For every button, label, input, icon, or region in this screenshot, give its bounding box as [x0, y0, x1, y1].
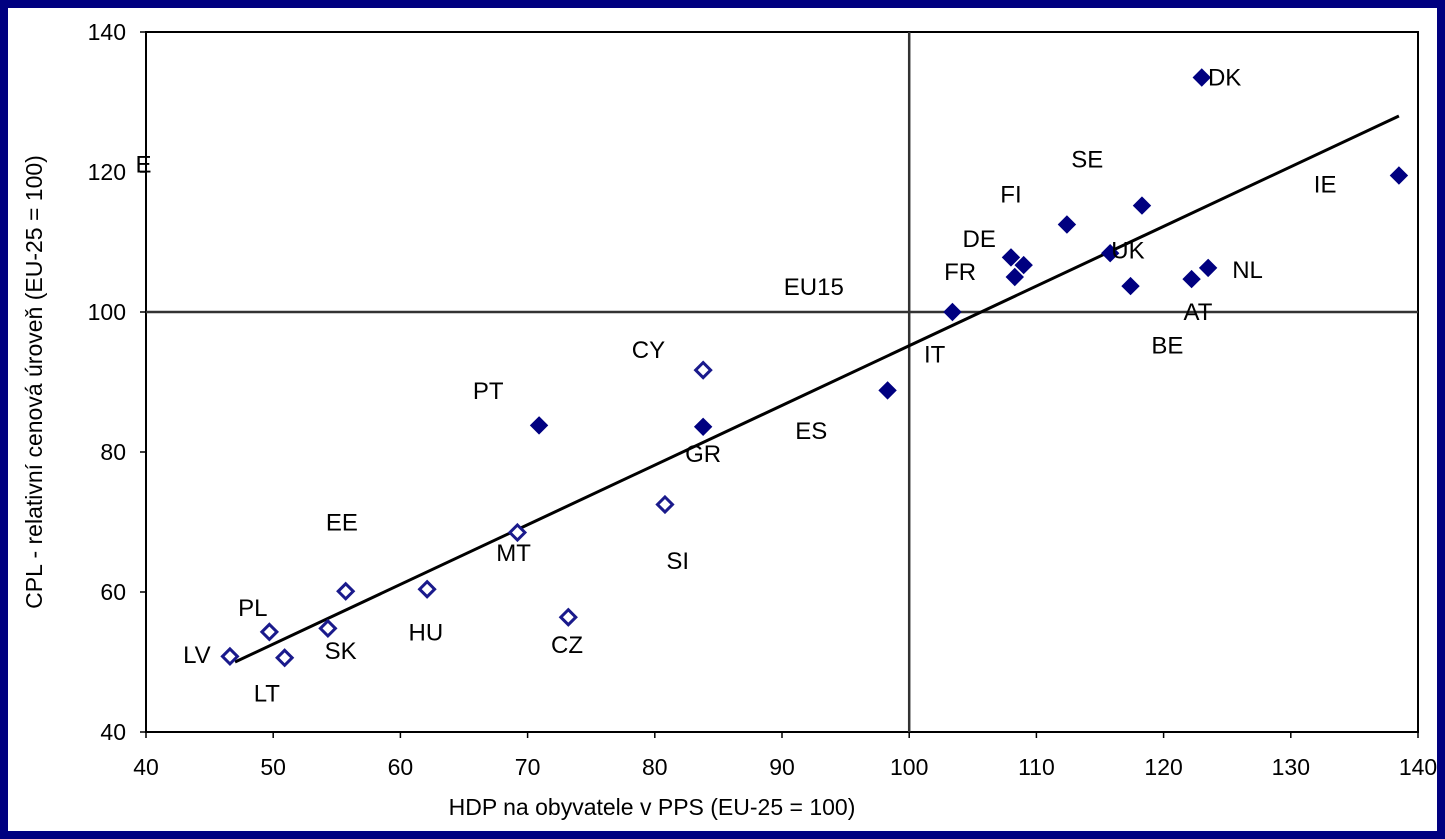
point-label: GR — [685, 441, 721, 468]
point-label: FR — [944, 259, 976, 286]
point-label: ES — [795, 418, 827, 445]
y-tick-label: 40 — [100, 719, 126, 745]
y-axis-title: CPL - relativní cenová úroveň (EU-25 = 1… — [21, 155, 47, 609]
point-label: HU — [409, 620, 444, 647]
point-label: CZ — [551, 632, 583, 659]
x-tick-label: 120 — [1144, 754, 1182, 780]
trendline-layer — [234, 114, 1400, 664]
data-point-filled — [1100, 243, 1120, 263]
data-point-filled — [529, 416, 549, 435]
data-point-filled — [943, 302, 962, 322]
x-axis-title: HDP na obyvatele v PPS (EU-25 = 100) — [449, 794, 856, 820]
data-point-hollow — [558, 607, 578, 627]
trendline — [234, 114, 1400, 664]
x-tick-label: 90 — [769, 754, 795, 780]
data-point-filled — [1014, 255, 1033, 275]
data-point-filled — [878, 381, 897, 400]
x-tick-label: 70 — [515, 754, 541, 780]
point-label: E — [135, 151, 151, 178]
data-point-hollow — [318, 618, 338, 639]
point-label: DE — [962, 226, 995, 253]
point-label: EU15 — [784, 274, 844, 301]
y-tick-label: 140 — [88, 19, 126, 45]
x-tick-label: 80 — [642, 754, 668, 780]
plot-area — [145, 31, 1419, 733]
reference-lines — [146, 32, 1418, 732]
data-point-filled — [1001, 248, 1021, 267]
point-label: IE — [1314, 172, 1337, 199]
point-label: BE — [1151, 333, 1183, 360]
y-tick-label: 100 — [88, 299, 126, 325]
data-point-filled — [1005, 267, 1024, 287]
x-tick-label: 40 — [133, 754, 159, 780]
data-point-hollow — [655, 494, 675, 515]
data-point-filled — [1389, 166, 1409, 185]
data-point-hollow — [507, 522, 528, 543]
point-label: MT — [496, 540, 531, 567]
data-point-filled — [1132, 196, 1152, 215]
data-point-hollow — [275, 648, 295, 668]
data-point-filled — [1192, 68, 1211, 87]
data-point-filled — [1057, 215, 1077, 234]
data-point-hollow — [220, 646, 240, 667]
y-axis-ticks: 40 60 80 100 120 140 — [88, 19, 146, 745]
y-tick-label: 60 — [100, 579, 126, 605]
point-label: SE — [1071, 146, 1103, 173]
x-tick-label: 50 — [260, 754, 286, 780]
point-label: UK — [1111, 237, 1144, 264]
x-tick-label: 130 — [1272, 754, 1310, 780]
x-tick-label: 100 — [890, 754, 928, 780]
point-label: SK — [325, 638, 357, 665]
y-tick-label: 80 — [100, 439, 126, 465]
data-point-filled — [693, 417, 713, 437]
data-markers — [220, 68, 1409, 668]
data-point-hollow — [417, 579, 437, 599]
point-label: AT — [1183, 299, 1212, 326]
point-label: SI — [666, 548, 689, 575]
point-label: EE — [326, 510, 358, 537]
point-label: PL — [238, 595, 267, 622]
data-point-filled — [1121, 276, 1140, 296]
x-tick-label: 110 — [1018, 754, 1055, 780]
data-point-hollow — [259, 622, 280, 642]
data-point-filled — [1182, 269, 1201, 289]
data-point-hollow — [336, 581, 356, 601]
point-label: LV — [183, 642, 211, 669]
x-tick-label: 140 — [1399, 754, 1437, 780]
point-label: FI — [1000, 181, 1021, 208]
point-label: DK — [1208, 65, 1241, 92]
data-point-filled — [1198, 258, 1218, 278]
y-tick-label: 120 — [88, 159, 126, 185]
point-label: LT — [254, 681, 281, 708]
point-label: PT — [473, 378, 504, 405]
point-label: IT — [924, 342, 946, 369]
point-label: NL — [1232, 257, 1263, 284]
x-tick-label: 60 — [388, 754, 414, 780]
x-axis-ticks: 40 50 60 70 80 90 100 110 120 130 140 — [133, 732, 1437, 780]
data-point-hollow — [693, 360, 713, 380]
point-label: CY — [632, 337, 665, 364]
